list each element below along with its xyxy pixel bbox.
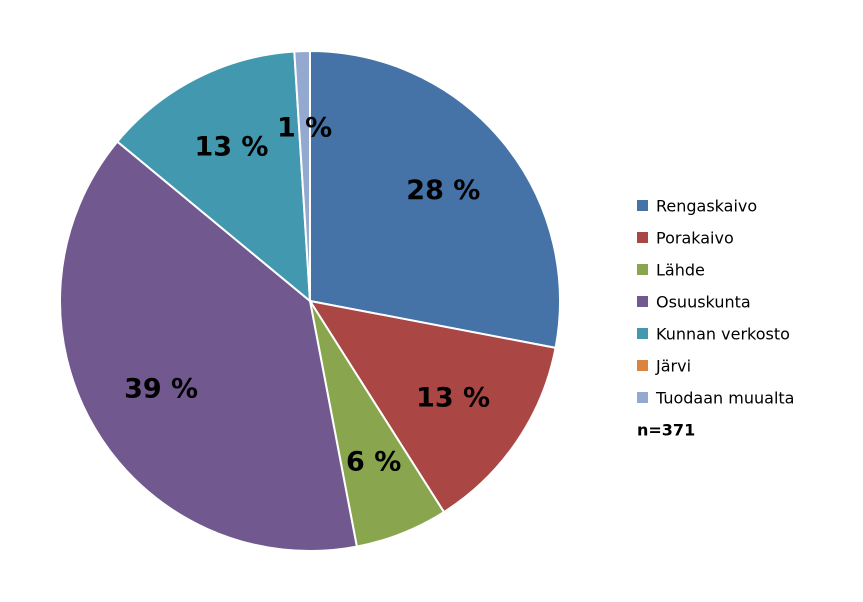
- data-label-kunnan-verkosto: 13 %: [194, 131, 268, 162]
- legend-swatch-lahde: [637, 264, 648, 275]
- data-label-tuodaan-muualta: 1 %: [277, 113, 332, 144]
- legend-swatch-porakaivo: [637, 232, 648, 243]
- legend-swatch-tuodaan-muualta: [637, 392, 648, 403]
- legend-label-lahde: Lähde: [656, 261, 705, 280]
- sample-size-note: n=371: [637, 421, 695, 440]
- pie-slice-rengaskaivo: [309, 49, 561, 350]
- data-label-rengaskaivo: 28 %: [406, 175, 480, 206]
- pie-slice-kunnan-verkosto: [115, 50, 312, 304]
- legend-label-rengaskaivo: Rengaskaivo: [656, 197, 757, 216]
- legend-swatch-osuuskunta: [637, 296, 648, 307]
- legend-label-porakaivo: Porakaivo: [656, 229, 734, 248]
- legend-label-jarvi: Järvi: [655, 357, 691, 376]
- data-label-porakaivo: 13 %: [416, 383, 490, 414]
- data-label-lahde: 6 %: [346, 446, 401, 477]
- pie-slice-porakaivo: [307, 299, 557, 514]
- data-label-osuuskunta: 39 %: [124, 374, 198, 405]
- pie-slices: [59, 49, 561, 552]
- legend-swatch-kunnan-verkosto: [637, 328, 648, 339]
- legend-swatch-rengaskaivo: [637, 200, 648, 211]
- legend: Rengaskaivo Porakaivo Lähde Osuuskunta Kunna…: [637, 197, 794, 440]
- data-labels: 28 % 13 % 6 % 39 % 13 % 1 %: [124, 113, 490, 478]
- legend-label-kunnan-verkosto: Kunnan verkosto: [656, 325, 790, 344]
- legend-label-tuodaan-muualta: Tuodaan muualta: [655, 389, 794, 408]
- pie-slice-tuodaan-muualta: [293, 49, 311, 302]
- pie-slice-osuuskunta: [59, 140, 359, 552]
- legend-label-osuuskunta: Osuuskunta: [656, 293, 751, 312]
- legend-swatch-jarvi: [637, 360, 648, 371]
